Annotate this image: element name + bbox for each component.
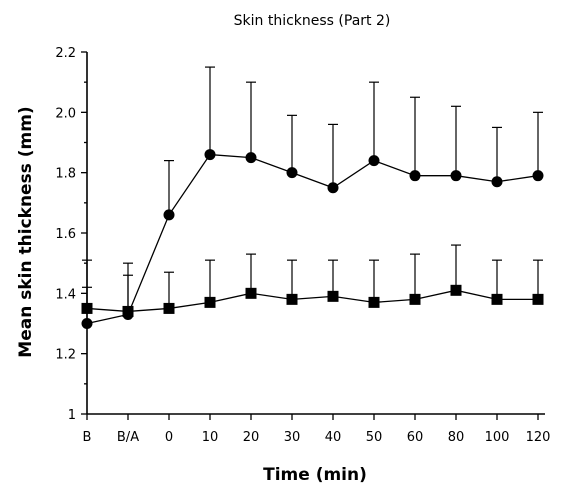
data-point [327,182,339,194]
x-tick-label: 80 [448,430,465,445]
data-point [163,302,175,314]
x-tick-label: 100 [485,430,510,445]
x-tick-label: 0 [165,430,173,445]
x-axis-label: Time (min) [263,465,367,485]
y-ticks: 1 1.2 1.4 1.6 1.8 2.0 2.2 [55,46,87,423]
data-point [368,155,380,167]
y-tick-label: 2.0 [55,106,76,121]
data-point [532,170,544,182]
x-ticks: B B/A 0 10 20 30 40 50 60 80 100 120 [83,414,551,445]
data-point [368,296,380,308]
data-point [163,209,175,221]
x-tick-label: 60 [407,430,424,445]
chart-title: Skin thickness (Part 2) [234,13,391,29]
data-point [204,296,216,308]
series-line [86,153,539,325]
series-layer [81,66,544,329]
x-tick-label: 20 [243,430,260,445]
y-tick-label: 1 [68,408,76,423]
y-tick-label: 2.2 [55,46,76,61]
x-tick-label: 40 [325,430,342,445]
x-tick-label: B [83,430,92,445]
data-point [491,293,503,305]
y-tick-label: 1.2 [55,348,76,363]
data-point [81,302,93,314]
y-axis-label: Mean skin thickness (mm) [16,106,36,357]
x-tick-label: 30 [284,430,301,445]
data-point [122,305,134,317]
data-point [286,293,298,305]
y-tick-label: 1.4 [55,287,76,302]
data-point [81,318,93,329]
axes [86,52,545,415]
data-point [327,290,339,302]
data-point [491,176,503,188]
y-tick-label: 1.8 [55,167,76,182]
x-tick-label: 50 [366,430,383,445]
series-0 [81,66,544,329]
data-point [409,170,421,182]
data-point [245,287,257,299]
data-point [450,284,462,296]
x-tick-label: 10 [202,430,219,445]
series-1 [81,244,544,317]
data-point [450,170,462,182]
data-point [245,152,257,164]
x-tick-label: 120 [526,430,551,445]
data-point [532,293,544,305]
y-tick-label: 1.6 [55,227,76,242]
series-line [86,289,538,313]
data-point [286,167,298,179]
data-point [204,149,216,161]
data-point [409,293,421,305]
x-tick-label: B/A [117,430,139,445]
